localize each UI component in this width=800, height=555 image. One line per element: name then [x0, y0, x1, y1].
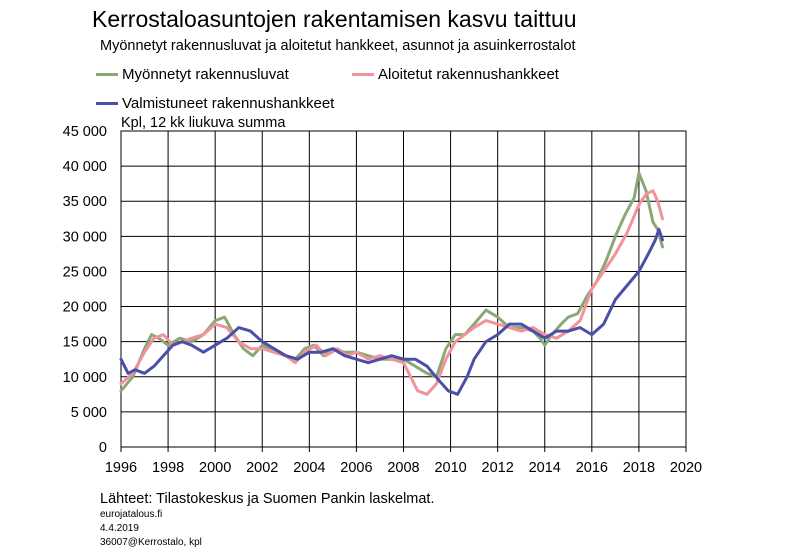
y-tick-label: 45 000 — [63, 124, 107, 140]
series-layer — [119, 171, 664, 396]
legend-swatch-started — [352, 73, 374, 76]
x-tick-label: 2012 — [482, 460, 514, 476]
footer-site: eurojatalous.fi — [100, 509, 163, 520]
legend-swatch-completed — [96, 102, 118, 105]
y-tick-label: 20 000 — [63, 300, 107, 316]
x-tick-label: 1998 — [152, 460, 184, 476]
legend-label-permits: Myönnetyt rakennusluvat — [122, 66, 289, 83]
footer-date: 4.4.2019 — [100, 523, 139, 534]
series-line-started — [119, 189, 664, 396]
y-tick-label: 5 000 — [71, 405, 107, 421]
y-tick-label: 35 000 — [63, 194, 107, 210]
y-tick-label: 40 000 — [63, 159, 107, 175]
x-tick-label: 2006 — [340, 460, 372, 476]
legend-item-started: Aloitetut rakennushankkeet — [352, 66, 559, 83]
y-tick-label: 25 000 — [63, 264, 107, 280]
legend-swatch-permits — [96, 73, 118, 76]
legend-item-permits: Myönnetyt rakennusluvat — [96, 66, 289, 83]
x-tick-label: 2004 — [293, 460, 325, 476]
x-tick-label: 2016 — [576, 460, 608, 476]
grid-layer — [120, 130, 687, 452]
x-tick-label: 2010 — [434, 460, 466, 476]
y-tick-label: 30 000 — [63, 229, 107, 245]
y-tick-label: 0 — [99, 440, 107, 456]
legend-label-started: Aloitetut rakennushankkeet — [378, 66, 559, 83]
x-tick-label: 2018 — [623, 460, 655, 476]
source-note: Lähteet: Tilastokeskus ja Suomen Pankin … — [100, 491, 435, 507]
x-tick-label: 2002 — [246, 460, 278, 476]
line-chart: 0 5 000 10 000 15 000 20 000 25 000 30 000 35 0… — [63, 124, 702, 476]
x-tick-label: 2014 — [529, 460, 561, 476]
y-tick-label: 10 000 — [63, 370, 107, 386]
plot-frame — [120, 130, 687, 448]
chart-title: Kerrostaloasuntojen rakentamisen kasvu t… — [92, 6, 577, 32]
x-tick-label: 2008 — [387, 460, 419, 476]
x-tick-label: 2020 — [670, 460, 702, 476]
series-line-completed — [119, 227, 664, 396]
y-tick-label: 15 000 — [63, 335, 107, 351]
unit-label: Kpl, 12 kk liukuva summa — [121, 115, 286, 131]
footer-code: 36007@Kerrostalo, kpl — [100, 537, 202, 548]
legend-item-completed: Valmistuneet rakennushankkeet — [96, 95, 334, 112]
x-tick-label: 1996 — [105, 460, 137, 476]
chart-subtitle: Myönnetyt rakennusluvat ja aloitetut han… — [100, 38, 576, 54]
y-axis-ticks: 0 5 000 10 000 15 000 20 000 25 000 30 000 35 0… — [63, 124, 107, 456]
x-tick-label: 2000 — [199, 460, 231, 476]
legend-label-completed: Valmistuneet rakennushankkeet — [122, 95, 335, 112]
x-axis-ticks: 1996 1998 2000 2002 2004 2006 2008 2010 2012 2014… — [105, 460, 702, 476]
